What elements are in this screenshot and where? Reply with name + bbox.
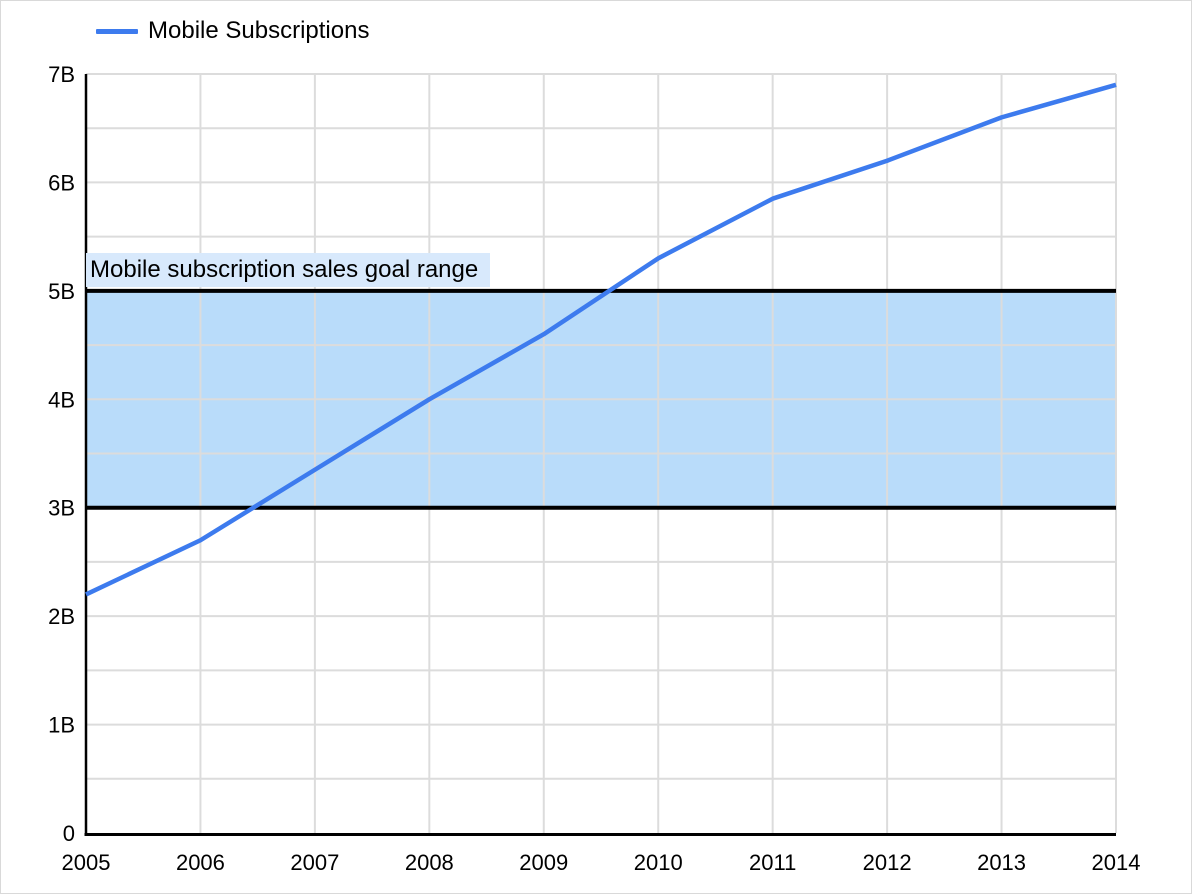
legend-line-swatch bbox=[96, 28, 138, 34]
y-axis-tick-label: 0 bbox=[63, 821, 75, 846]
x-axis-tick-label: 2012 bbox=[863, 850, 912, 875]
y-axis-tick-label: 4B bbox=[48, 387, 75, 412]
x-axis-tick-label: 2006 bbox=[176, 850, 225, 875]
x-axis-tick-label: 2007 bbox=[290, 850, 339, 875]
y-axis-tick-label: 6B bbox=[48, 170, 75, 195]
y-axis-tick-label: 3B bbox=[48, 496, 75, 521]
legend-label: Mobile Subscriptions bbox=[148, 17, 370, 44]
x-axis-tick-label: 2005 bbox=[62, 850, 111, 875]
x-axis-tick-label: 2014 bbox=[1092, 850, 1141, 875]
y-axis-tick-label: 1B bbox=[48, 713, 75, 738]
x-axis-tick-label: 2010 bbox=[634, 850, 683, 875]
y-axis-tick-label: 7B bbox=[48, 62, 75, 87]
y-axis-tick-label: 2B bbox=[48, 604, 75, 629]
series-line-mobile-subscriptions bbox=[85, 82, 1117, 597]
x-axis-tick-label: 2008 bbox=[405, 850, 454, 875]
goal-range-label: Mobile subscription sales goal range bbox=[86, 253, 491, 287]
legend: Mobile Subscriptions bbox=[96, 17, 369, 45]
x-axis-tick-label: 2009 bbox=[519, 850, 568, 875]
y-axis-tick-label: 5B bbox=[48, 279, 75, 304]
x-axis-tick-label: 2013 bbox=[977, 850, 1026, 875]
x-axis-tick-label: 2011 bbox=[749, 850, 796, 875]
